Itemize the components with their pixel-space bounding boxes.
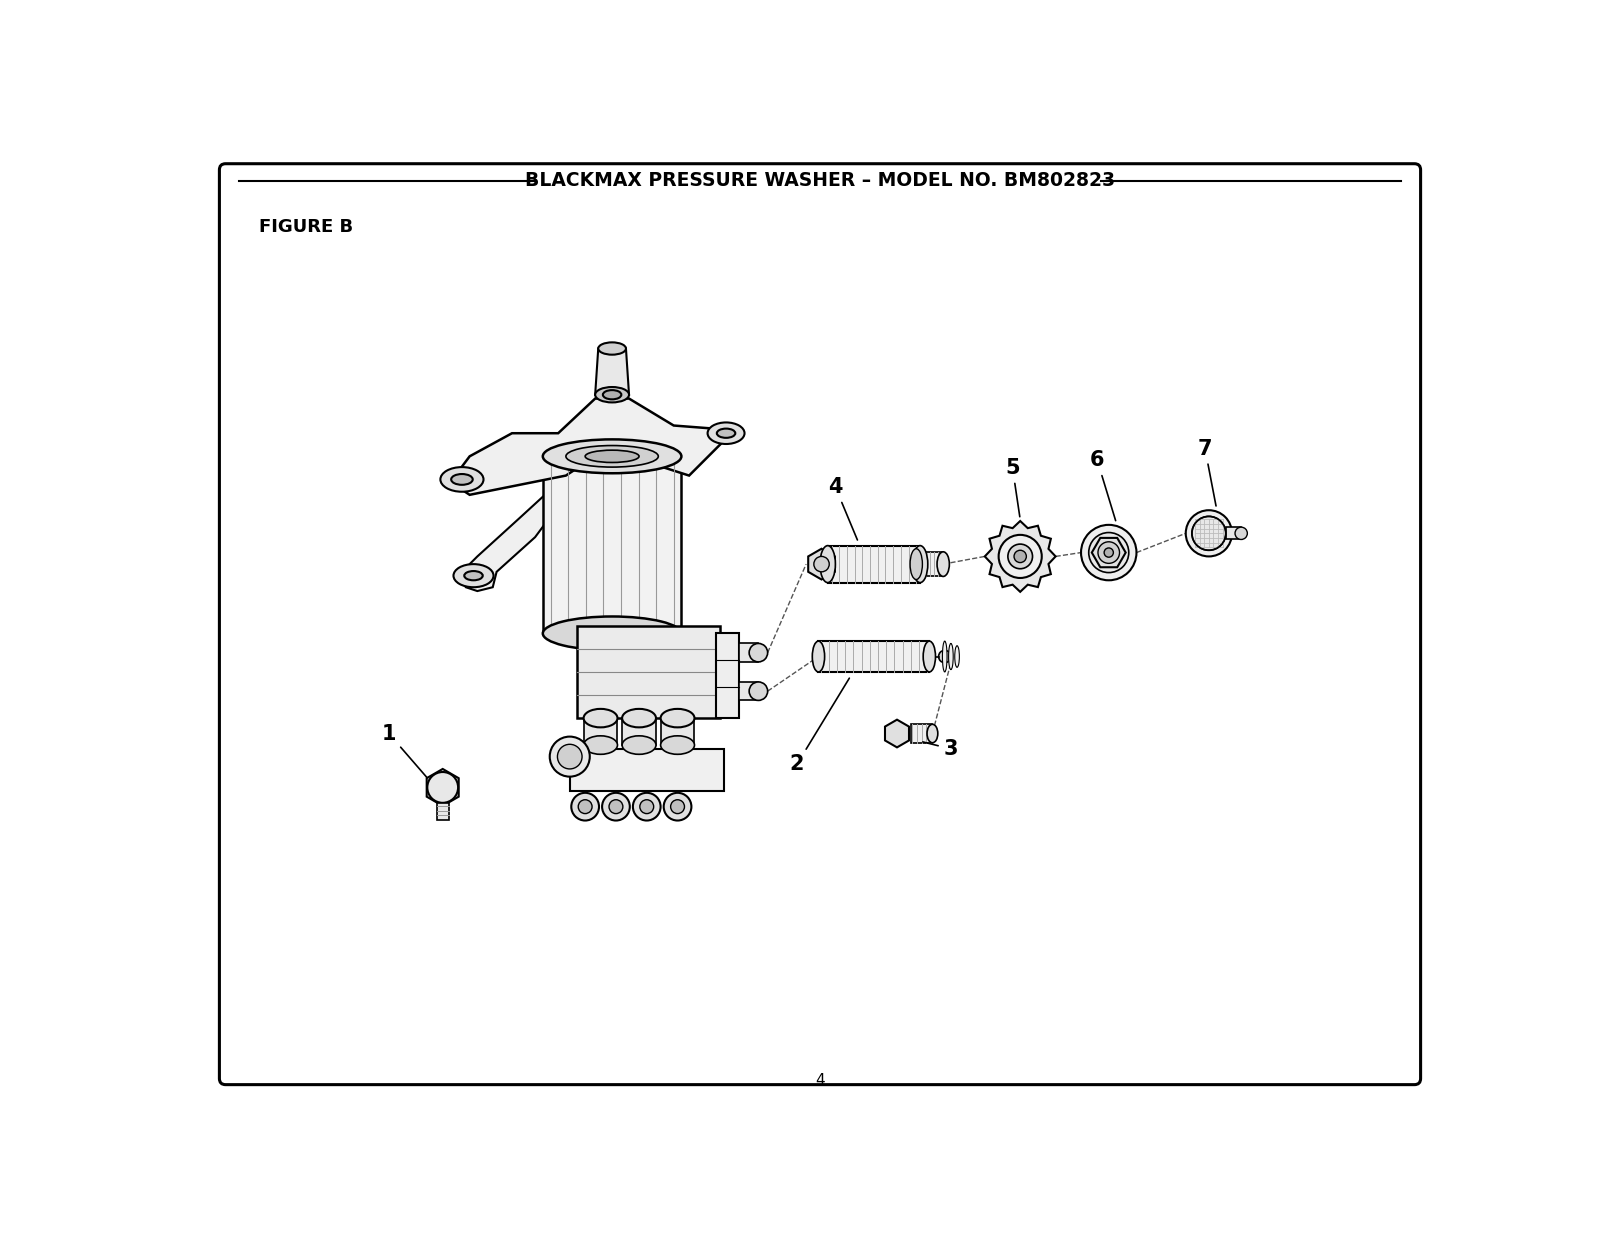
Ellipse shape bbox=[664, 792, 691, 821]
Ellipse shape bbox=[584, 709, 618, 727]
Polygon shape bbox=[984, 522, 1056, 592]
Ellipse shape bbox=[453, 564, 493, 587]
Text: 7: 7 bbox=[1198, 439, 1216, 506]
Text: FIGURE B: FIGURE B bbox=[259, 218, 354, 236]
Ellipse shape bbox=[634, 792, 661, 821]
Ellipse shape bbox=[1235, 528, 1248, 539]
FancyBboxPatch shape bbox=[219, 163, 1421, 1085]
Ellipse shape bbox=[749, 644, 768, 662]
Ellipse shape bbox=[926, 724, 938, 743]
Text: 1: 1 bbox=[381, 723, 427, 777]
Ellipse shape bbox=[1186, 510, 1232, 556]
Text: 2: 2 bbox=[790, 679, 850, 774]
Bar bbox=[920, 551, 944, 576]
Polygon shape bbox=[427, 769, 459, 806]
Ellipse shape bbox=[1098, 541, 1120, 564]
Text: 3: 3 bbox=[923, 739, 958, 759]
Bar bbox=[910, 724, 933, 743]
Ellipse shape bbox=[550, 737, 590, 776]
Ellipse shape bbox=[622, 735, 656, 754]
Bar bbox=[661, 718, 694, 745]
Ellipse shape bbox=[1008, 544, 1032, 569]
Ellipse shape bbox=[542, 439, 682, 473]
Bar bbox=[739, 644, 758, 662]
Text: 4: 4 bbox=[829, 477, 858, 540]
Ellipse shape bbox=[578, 800, 592, 813]
Polygon shape bbox=[458, 398, 728, 494]
Bar bbox=[584, 718, 618, 745]
Bar bbox=[1226, 528, 1242, 539]
Ellipse shape bbox=[603, 391, 621, 399]
Polygon shape bbox=[466, 456, 595, 591]
Ellipse shape bbox=[955, 645, 960, 667]
Ellipse shape bbox=[1082, 525, 1136, 580]
Ellipse shape bbox=[1192, 517, 1226, 550]
Ellipse shape bbox=[610, 800, 622, 813]
Ellipse shape bbox=[566, 445, 658, 467]
Text: BLACKMAX PRESSURE WASHER – MODEL NO. BM802823: BLACKMAX PRESSURE WASHER – MODEL NO. BM8… bbox=[525, 171, 1115, 190]
Ellipse shape bbox=[602, 792, 630, 821]
Bar bbox=[739, 682, 758, 701]
Ellipse shape bbox=[440, 467, 483, 492]
Polygon shape bbox=[1091, 538, 1126, 567]
Ellipse shape bbox=[912, 545, 928, 582]
Ellipse shape bbox=[821, 545, 835, 582]
Bar bbox=[570, 749, 723, 791]
Ellipse shape bbox=[910, 549, 923, 580]
Bar bbox=[717, 633, 739, 718]
Bar bbox=[542, 456, 682, 633]
Ellipse shape bbox=[464, 571, 483, 580]
Ellipse shape bbox=[1104, 548, 1114, 557]
Ellipse shape bbox=[427, 772, 458, 803]
Ellipse shape bbox=[586, 450, 638, 462]
Bar bbox=[437, 803, 450, 819]
Ellipse shape bbox=[584, 735, 618, 754]
Bar bbox=[578, 625, 720, 718]
Ellipse shape bbox=[707, 423, 744, 444]
Ellipse shape bbox=[942, 641, 947, 672]
Ellipse shape bbox=[1014, 550, 1026, 562]
Ellipse shape bbox=[1088, 533, 1128, 572]
Bar bbox=[827, 545, 920, 582]
Ellipse shape bbox=[557, 744, 582, 769]
Bar bbox=[622, 718, 656, 745]
Ellipse shape bbox=[998, 535, 1042, 578]
Ellipse shape bbox=[923, 641, 936, 672]
Ellipse shape bbox=[640, 800, 654, 813]
Ellipse shape bbox=[949, 644, 954, 670]
Ellipse shape bbox=[661, 735, 694, 754]
Ellipse shape bbox=[595, 387, 629, 403]
Bar bbox=[819, 641, 930, 672]
Ellipse shape bbox=[938, 551, 949, 576]
Ellipse shape bbox=[661, 709, 694, 727]
Ellipse shape bbox=[571, 792, 598, 821]
Ellipse shape bbox=[451, 475, 472, 485]
Polygon shape bbox=[885, 719, 909, 748]
Ellipse shape bbox=[598, 342, 626, 355]
Ellipse shape bbox=[542, 617, 682, 650]
Text: 6: 6 bbox=[1090, 450, 1115, 520]
Polygon shape bbox=[808, 549, 835, 580]
Ellipse shape bbox=[939, 650, 950, 662]
Ellipse shape bbox=[670, 800, 685, 813]
Ellipse shape bbox=[749, 682, 768, 701]
Text: 5: 5 bbox=[1005, 457, 1019, 517]
Ellipse shape bbox=[814, 556, 829, 572]
Ellipse shape bbox=[622, 709, 656, 727]
Ellipse shape bbox=[813, 641, 824, 672]
Ellipse shape bbox=[717, 429, 736, 438]
Text: 4: 4 bbox=[814, 1073, 826, 1088]
Polygon shape bbox=[595, 349, 629, 394]
